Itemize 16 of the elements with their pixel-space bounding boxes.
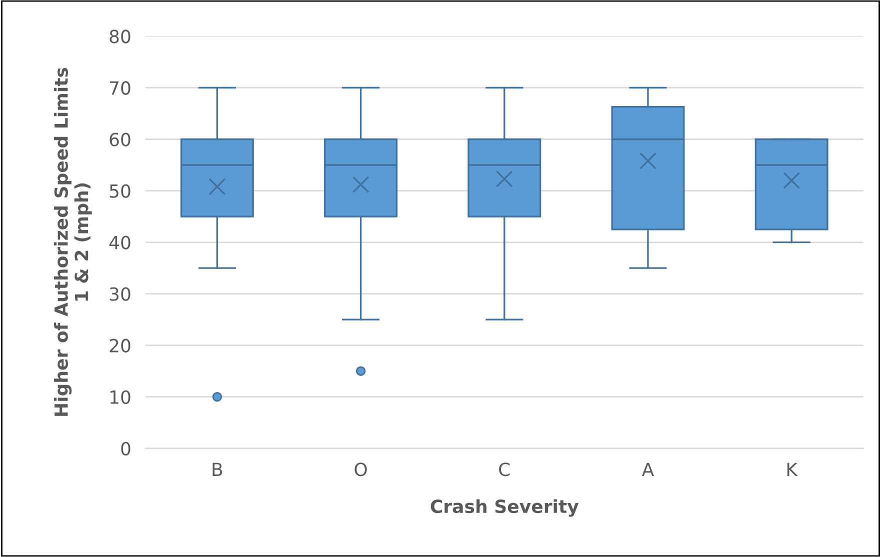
x-tick-label: O	[354, 462, 367, 476]
y-tick-label: 30	[110, 287, 130, 301]
x-tick-label: K	[787, 462, 798, 476]
y-tick-label: 50	[110, 184, 130, 198]
y-tick-label: 0	[121, 442, 130, 456]
x-axis-title: Crash Severity	[430, 499, 579, 517]
y-tick-label: 70	[110, 81, 130, 95]
y-axis-title: Higher of Authorized Speed Limits 1 & 2 (mph)	[54, 68, 92, 416]
y-tick-label: 40	[109, 236, 130, 250]
x-tick-label: B	[212, 462, 222, 476]
y-tick-label: 80	[110, 30, 130, 44]
y-tick-label: 60	[110, 132, 130, 146]
x-tick-label: C	[499, 462, 510, 476]
y-tick-label: 10	[110, 390, 130, 404]
y-tick-label: 20	[110, 338, 130, 352]
x-tick-label: A	[642, 462, 654, 476]
